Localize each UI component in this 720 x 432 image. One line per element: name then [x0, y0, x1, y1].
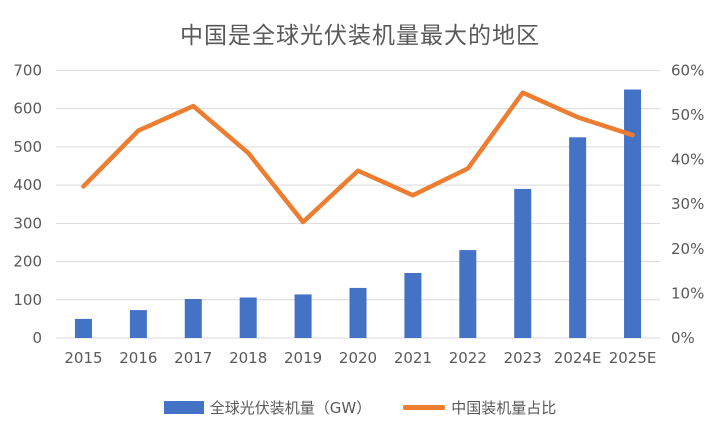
bar-2015: [74, 318, 92, 338]
bar-2020: [349, 287, 367, 338]
left-axis-tick: 0: [32, 329, 42, 347]
left-axis-tick: 700: [13, 61, 42, 79]
x-axis-label: 2017: [174, 349, 212, 367]
x-axis-label: 2015: [64, 349, 102, 367]
bar-2021: [404, 273, 422, 338]
legend-item-line-series: 中国装机量占比: [403, 397, 556, 418]
left-axis-tick: 200: [13, 253, 42, 271]
bar-2018: [239, 297, 257, 338]
bar-2023: [514, 188, 532, 338]
x-axis-label: 2025E: [609, 349, 657, 367]
right-axis-tick: 50%: [671, 106, 704, 124]
chart-title: 中国是全球光伏装机量最大的地区: [180, 23, 540, 49]
right-axis-tick: 20%: [671, 240, 704, 258]
bar-2017: [184, 299, 202, 338]
x-axis-label: 2024E: [554, 349, 602, 367]
bar-2019: [294, 294, 312, 338]
x-axis-label: 2022: [449, 349, 487, 367]
left-axis-tick: 500: [13, 138, 42, 156]
bar-2024E: [569, 137, 587, 338]
x-axis-label: 2021: [394, 349, 432, 367]
left-axis-tick: 100: [13, 291, 42, 309]
right-axis-tick: 40%: [671, 151, 704, 169]
left-axis-tick: 600: [13, 100, 42, 118]
bar-2025E: [624, 89, 642, 338]
bar-2016: [129, 310, 147, 338]
x-axis-label: 2019: [284, 349, 322, 367]
line-series-swatch-icon: [403, 405, 446, 410]
bar-series-swatch-icon: [163, 401, 204, 414]
right-axis-tick: 60%: [671, 61, 704, 79]
right-axis-tick: 0%: [671, 329, 695, 347]
bar-series-label: 全球光伏装机量（GW）: [209, 399, 372, 417]
right-axis-tick: 10%: [671, 284, 704, 302]
line-series-label: 中国装机量占比: [451, 399, 557, 417]
x-axis-label: 2023: [504, 349, 542, 367]
left-axis-tick: 400: [13, 176, 42, 194]
legend-item-bar-series: 全球光伏装机量（GW）: [163, 397, 372, 418]
x-axis-label: 2018: [229, 349, 267, 367]
bar-2022: [459, 250, 477, 338]
left-axis-tick: 300: [13, 214, 42, 232]
x-axis-label: 2016: [119, 349, 157, 367]
right-axis-tick: 30%: [671, 195, 704, 213]
x-axis-label: 2020: [339, 349, 377, 367]
legend: 全球光伏装机量（GW） 中国装机量占比: [0, 397, 720, 418]
line-series: [81, 90, 635, 225]
